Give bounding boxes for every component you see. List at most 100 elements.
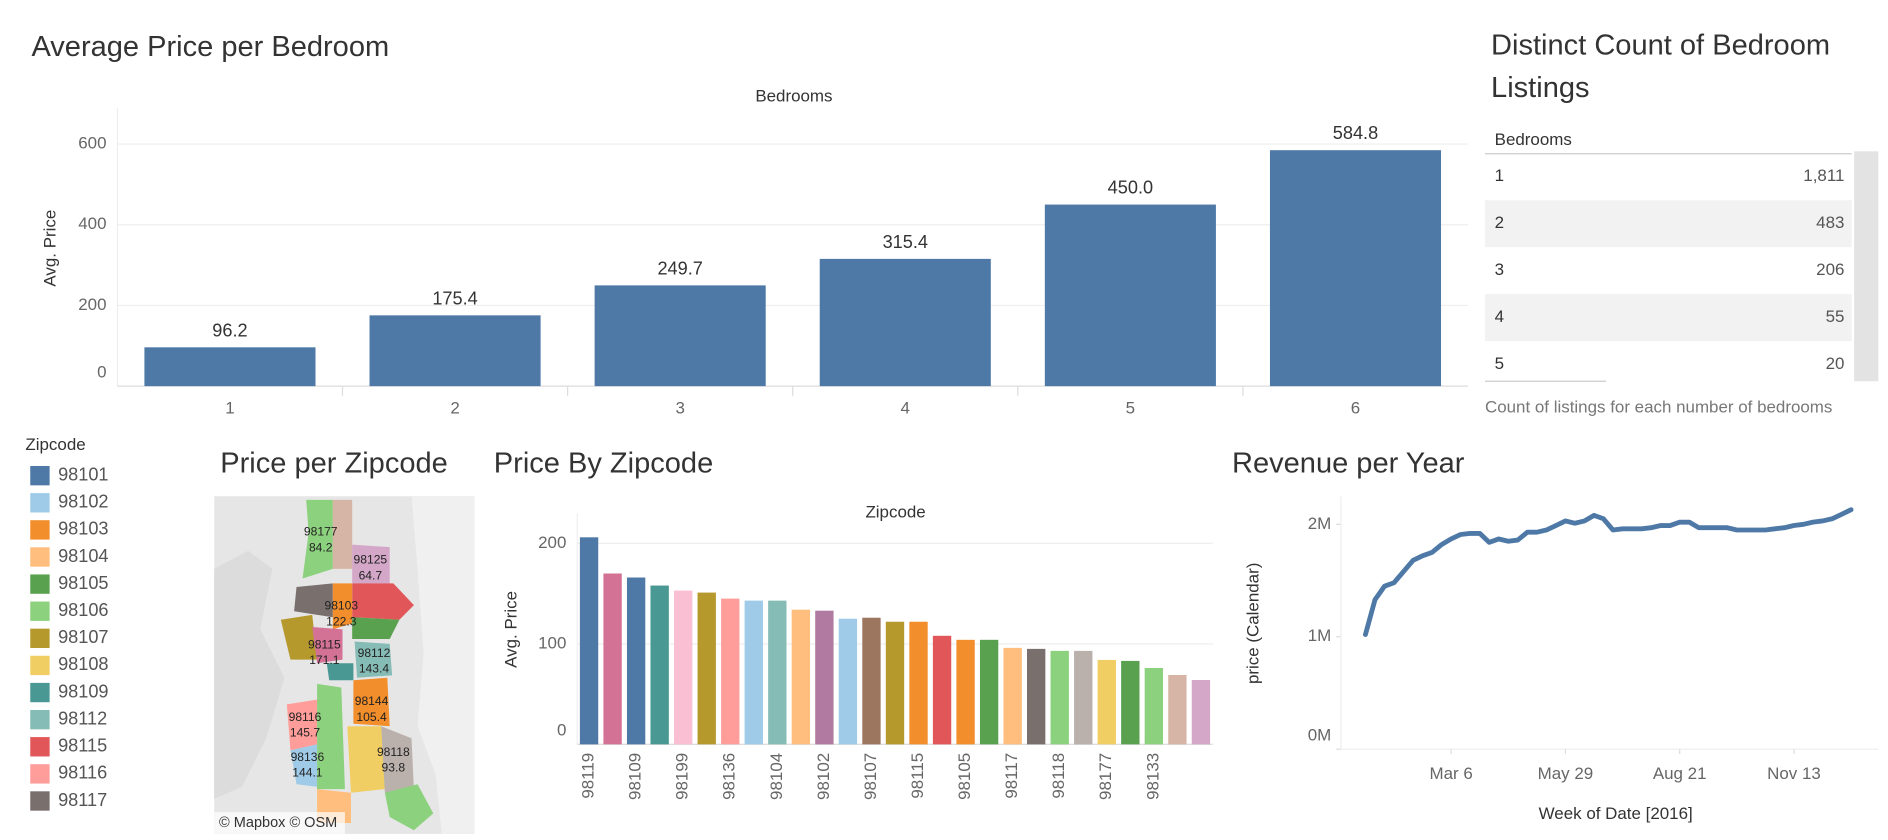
map-zip: 98118 [377, 745, 410, 759]
table-title: Distinct Count of Bedroom Listings [1491, 29, 1831, 105]
y-tick-label: 200 [78, 295, 106, 314]
x-tick-label: 98102 [814, 753, 833, 800]
x-tick-label: 5 [1126, 399, 1135, 418]
map-zip: 98112 [358, 646, 391, 660]
bar [674, 590, 693, 745]
map-price: 105.4 [356, 710, 387, 724]
line-series [1362, 507, 1854, 637]
scrollbar[interactable] [1854, 151, 1879, 382]
bar [603, 573, 622, 745]
x-tick-label: 98119 [579, 753, 598, 799]
map-price: 145.7 [290, 726, 321, 740]
bar [838, 618, 858, 745]
map-price: 122.3 [326, 614, 357, 628]
x-tick-label: May 29 [1538, 764, 1594, 783]
bar [144, 347, 316, 387]
table-cell: 1 [1495, 166, 1504, 185]
legend-swatch [30, 655, 50, 676]
legend-swatch [30, 547, 50, 567]
map-land [214, 550, 285, 799]
table-row-bg [1484, 294, 1852, 342]
table-caption: Count of listings for each number of bed… [1485, 397, 1832, 416]
map-price: 171.1 [309, 653, 340, 667]
x-tick-label: 98136 [720, 753, 739, 800]
legend-swatch [30, 465, 50, 486]
table-cell: 1,811 [1803, 166, 1844, 185]
legend-label: 98106 [58, 600, 108, 620]
map-region [332, 583, 353, 630]
map-zip: 98116 [289, 710, 322, 724]
bar [594, 285, 766, 387]
legend-swatch [30, 520, 50, 540]
map-zip: 98103 [324, 599, 358, 613]
chart-title: Price By Zipcode [494, 447, 713, 479]
table-title-box: Distinct Count of Bedroom Listings [1491, 29, 1831, 105]
map-region [326, 663, 354, 681]
legend-label: 98116 [58, 763, 107, 783]
legend-label: 98112 [58, 708, 107, 728]
x-tick-label: 6 [1351, 399, 1360, 418]
y-axis-title: price (Calendar) [1243, 563, 1262, 684]
bar [1121, 660, 1140, 745]
legend-label: 98102 [58, 492, 108, 512]
table-cell: 5 [1495, 354, 1504, 373]
legend-swatch [30, 682, 50, 703]
legend-swatch [30, 791, 50, 811]
y-tick-label: 400 [78, 214, 106, 233]
attribution-bg [214, 812, 345, 834]
map-region [290, 744, 318, 787]
column-header: Bedrooms [755, 86, 832, 105]
y-tick-label: 2M [1308, 514, 1332, 533]
x-tick-label: Mar 6 [1430, 764, 1473, 783]
bar [862, 617, 881, 745]
x-tick-label: 98117 [1002, 753, 1021, 799]
map-region [381, 726, 414, 793]
chart-title: Average Price per Bedroom [31, 31, 389, 63]
x-tick-label: 98133 [1143, 753, 1162, 800]
bar [1168, 675, 1187, 745]
map-region [312, 626, 343, 664]
bar [1003, 647, 1022, 745]
x-tick-label: 98109 [626, 753, 645, 800]
bar [1269, 150, 1442, 387]
table-cell: 4 [1495, 307, 1504, 326]
x-tick-label: 98105 [955, 753, 974, 800]
bar [1074, 650, 1093, 745]
legend-swatch [30, 737, 50, 757]
map-region [347, 726, 385, 793]
y-tick-label: 100 [538, 633, 566, 652]
map [214, 496, 475, 834]
x-tick-label: 1 [225, 399, 234, 418]
x-tick-label: 98115 [908, 753, 927, 799]
y-tick-label: 1M [1308, 626, 1332, 645]
value-label: 450.0 [1108, 178, 1153, 198]
map-region [354, 641, 393, 678]
x-tick-label: 98177 [1096, 753, 1115, 800]
value-label: 96.2 [212, 320, 247, 340]
bar [579, 537, 599, 745]
table-cell: 20 [1826, 354, 1845, 373]
legend-swatch [30, 493, 50, 513]
map-price: 64.7 [359, 568, 383, 582]
legend-swatch [30, 628, 50, 649]
map-region [352, 544, 390, 584]
legend-label: 98103 [58, 519, 108, 539]
bar [979, 639, 999, 745]
map-attribution: © Mapbox © OSM [219, 815, 337, 831]
x-tick-label: Nov 13 [1767, 764, 1821, 783]
bar [1191, 680, 1211, 745]
bar [697, 592, 716, 745]
y-axis-title: Avg. Price [501, 591, 520, 668]
legend-swatch [30, 601, 50, 621]
legend-swatch [30, 764, 50, 784]
table-header: Bedrooms [1495, 130, 1572, 149]
table-row-bg [1484, 200, 1852, 248]
value-label: 584.8 [1333, 123, 1378, 143]
table-cell: 483 [1816, 213, 1844, 232]
map-zip: 98115 [308, 637, 341, 651]
bar [369, 315, 541, 387]
legend-title: Zipcode [25, 435, 85, 454]
table-cell: 2 [1495, 213, 1504, 232]
bar [956, 639, 975, 745]
